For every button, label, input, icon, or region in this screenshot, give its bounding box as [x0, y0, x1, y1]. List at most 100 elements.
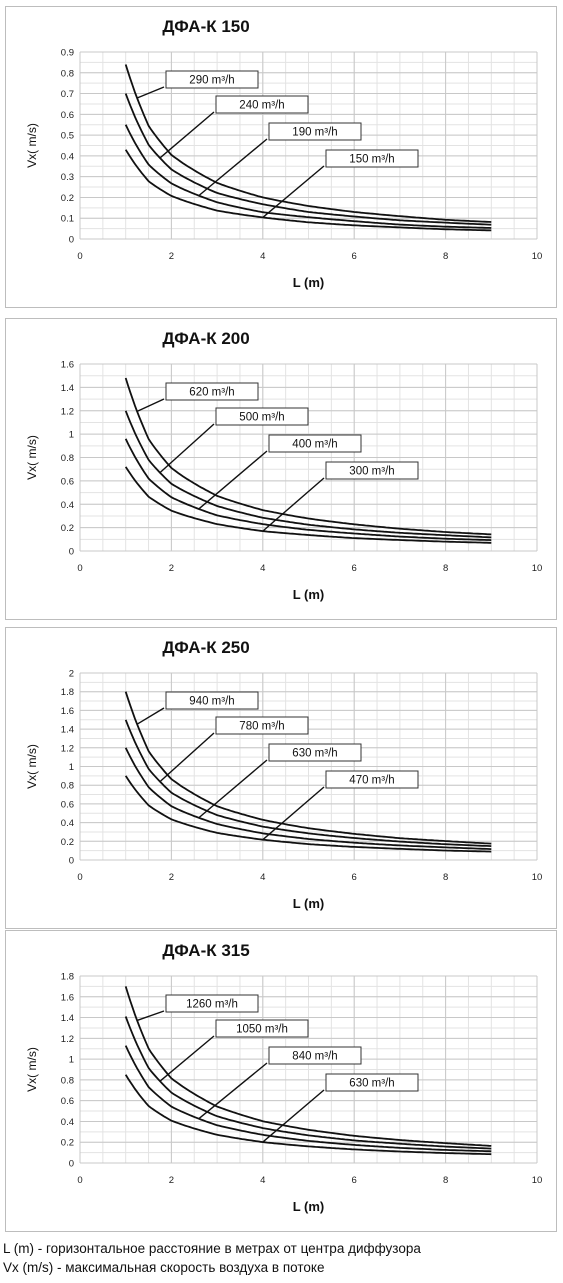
series-label-box [268, 1046, 362, 1065]
series-line [124, 747, 492, 850]
series-label: 940 m³/h [189, 696, 234, 708]
y-tick-label: 0 [69, 856, 74, 867]
series-label-box [325, 149, 419, 168]
series-label: 400 m³/h [292, 439, 337, 451]
series-leader-line [262, 1089, 325, 1143]
y-tick-label: 0.4 [61, 1117, 74, 1128]
x-tick-label: 6 [352, 1175, 357, 1186]
series-label: 290 m³/h [189, 75, 234, 87]
y-tick-label: 1 [69, 1055, 74, 1066]
x-tick-label: 8 [443, 563, 448, 574]
series-label-box [215, 95, 309, 114]
series-leader-line [136, 86, 165, 99]
series-line [124, 377, 492, 536]
series-label-box [215, 407, 309, 426]
series-line [124, 1045, 492, 1153]
chart-panel-1: ДФА-К 150 0 2 4 6 8 10 0 0.1 0.2 0.3 0.4 0.5 0.6 0.7 0.… [5, 6, 557, 308]
series-leader-line [262, 477, 325, 532]
series-label-box [165, 691, 259, 710]
x-axis-label: L (m) [293, 587, 325, 602]
major-grid [79, 672, 538, 861]
series-label: 630 m³/h [349, 1078, 394, 1090]
series-line [124, 1016, 492, 1150]
y-tick-label: 1.6 [61, 706, 74, 717]
series-line [124, 64, 492, 223]
series-leader-line [136, 707, 165, 725]
x-tick-label: 4 [260, 251, 265, 262]
chart-svg: ДФА-К 250 0 2 4 6 8 10 0 0.2 0.4 0.6 0.8 1 1.2 1.4 1.6 1… [25, 638, 543, 911]
series-label: 240 m³/h [239, 100, 284, 112]
series-line [124, 986, 492, 1147]
x-tick-label: 6 [352, 251, 357, 262]
y-axis-label: Vx( m/s) [25, 1047, 39, 1092]
series-leader-line [159, 1035, 215, 1082]
series-label: 630 m³/h [292, 748, 337, 760]
chart-title: ДФА-К 250 [162, 638, 249, 657]
series-leader-line [136, 1010, 165, 1022]
series-leader-line [198, 138, 268, 197]
series-label: 1260 m³/h [186, 999, 238, 1011]
y-axis-label: Vx( m/s) [25, 744, 39, 789]
series-line [124, 149, 492, 232]
series-line [124, 466, 492, 544]
x-tick-label: 2 [169, 251, 174, 262]
y-tick-label: 0.2 [61, 1138, 74, 1149]
y-tick-label: 0 [69, 1159, 74, 1170]
chart-svg: ДФА-К 150 0 2 4 6 8 10 0 0.1 0.2 0.3 0.4 0.5 0.6 0.7 0.… [25, 17, 542, 290]
series-leader-line [262, 165, 325, 218]
x-tick-label: 6 [352, 563, 357, 574]
y-tick-label: 1.8 [61, 972, 74, 983]
y-axis-label: Vx( m/s) [25, 435, 39, 480]
series-label: 300 m³/h [349, 466, 394, 478]
y-tick-label: 0.1 [61, 214, 74, 225]
series-label-box [165, 70, 259, 89]
y-tick-label: 0 [69, 235, 74, 246]
y-tick-label: 1.4 [61, 725, 74, 736]
series-line [124, 410, 492, 539]
series-label-box [268, 743, 362, 762]
series-line [124, 691, 492, 845]
x-tick-label: 4 [260, 1175, 265, 1186]
series-label-box [268, 434, 362, 453]
y-tick-label: 1.2 [61, 743, 74, 754]
x-tick-label: 8 [443, 1175, 448, 1186]
y-axis-label: Vx( m/s) [25, 123, 39, 168]
y-tick-label: 0.2 [61, 193, 74, 204]
series-leader-line [198, 1062, 268, 1120]
series-label-box [325, 1073, 419, 1092]
x-tick-label: 0 [77, 563, 82, 574]
chart-panel-2: ДФА-К 200 0 2 4 6 8 10 0 0.2 0.4 0.6 0.8 1 1.2 1.4 1.6 L… [5, 318, 557, 620]
y-tick-label: 1.6 [61, 360, 74, 371]
y-tick-label: 1.2 [61, 406, 74, 417]
series-line [124, 1074, 492, 1156]
series-line [124, 719, 492, 847]
x-tick-label: 8 [443, 251, 448, 262]
series-line [124, 124, 492, 229]
x-tick-label: 2 [169, 1175, 174, 1186]
x-tick-label: 10 [532, 1175, 543, 1186]
y-tick-label: 0.4 [61, 151, 74, 162]
series-line [124, 775, 492, 853]
x-tick-label: 8 [443, 872, 448, 883]
series-label: 1050 m³/h [236, 1024, 288, 1036]
y-tick-label: 0.8 [61, 453, 74, 464]
y-tick-label: 0.3 [61, 172, 74, 183]
x-axis-label: L (m) [293, 1199, 325, 1214]
x-tick-label: 0 [77, 1175, 82, 1186]
series-label: 150 m³/h [349, 154, 394, 166]
y-tick-label: 0.4 [61, 500, 74, 511]
series-leader-line [159, 732, 215, 783]
y-tick-label: 1.4 [61, 383, 74, 394]
x-tick-label: 0 [77, 251, 82, 262]
series-leader-line [262, 786, 325, 841]
y-tick-label: 1.6 [61, 992, 74, 1003]
series-label: 470 m³/h [349, 775, 394, 787]
y-tick-label: 0.6 [61, 1096, 74, 1107]
series-label-box [215, 716, 309, 735]
x-tick-label: 10 [532, 872, 543, 883]
major-grid [79, 51, 538, 240]
x-axis-label: L (m) [293, 896, 325, 911]
chart-title: ДФА-К 200 [162, 329, 249, 348]
y-tick-label: 0.6 [61, 110, 74, 121]
series-leader-line [198, 759, 268, 819]
